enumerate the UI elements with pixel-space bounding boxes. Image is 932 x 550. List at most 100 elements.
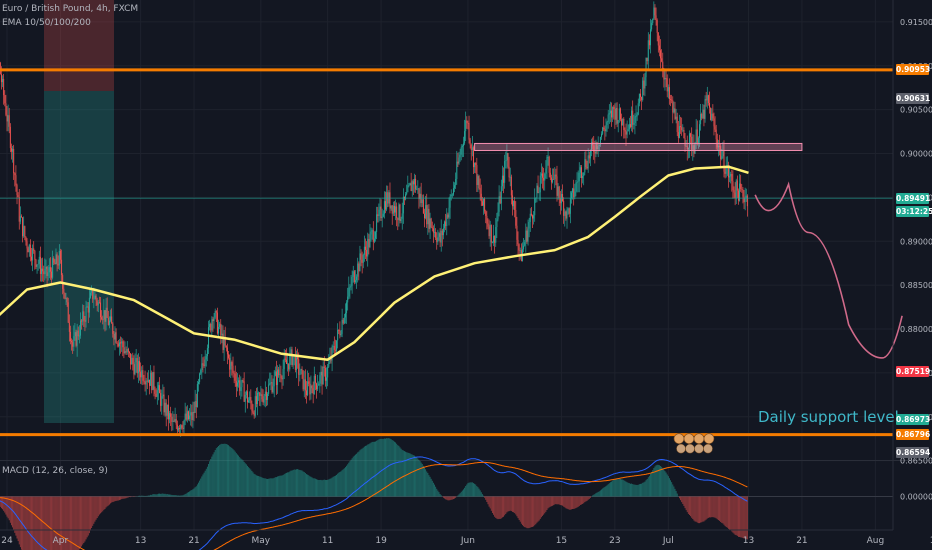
event-badge xyxy=(683,433,695,444)
candle xyxy=(474,162,476,174)
candle xyxy=(578,162,580,193)
candle xyxy=(702,103,704,119)
candle xyxy=(210,322,212,333)
candle xyxy=(223,330,225,361)
candle xyxy=(9,123,11,153)
candle xyxy=(149,379,151,395)
candle xyxy=(395,199,397,221)
candle xyxy=(48,258,50,279)
event-badges[interactable] xyxy=(673,433,715,454)
candle xyxy=(528,217,530,238)
candle xyxy=(211,316,213,338)
candle xyxy=(313,366,315,395)
candle xyxy=(678,114,680,139)
candle xyxy=(737,188,739,205)
macd-legend[interactable]: MACD (12, 26, close, 9) xyxy=(2,466,108,476)
candle xyxy=(51,267,53,284)
candle xyxy=(515,201,517,229)
candle xyxy=(209,319,211,331)
candle xyxy=(470,143,472,161)
candle xyxy=(67,297,69,324)
candle xyxy=(554,167,556,188)
candle xyxy=(370,227,372,242)
projection-path-drawing[interactable] xyxy=(754,181,903,359)
candles xyxy=(0,1,748,437)
candle xyxy=(243,372,245,403)
candle xyxy=(232,356,234,378)
candle xyxy=(479,178,481,201)
candle xyxy=(66,296,68,307)
candle xyxy=(360,249,362,267)
candle xyxy=(196,381,198,408)
candle xyxy=(510,174,512,205)
resistance-zone-rectangle[interactable] xyxy=(474,142,803,151)
candle xyxy=(359,245,361,272)
candle xyxy=(177,426,179,433)
candle xyxy=(5,94,7,117)
candle xyxy=(691,127,693,157)
candle xyxy=(579,164,581,178)
candle xyxy=(174,407,176,423)
candle xyxy=(477,174,479,192)
price-tick-label: 0.88000 xyxy=(900,325,932,334)
support-annotation[interactable]: Daily support level xyxy=(758,407,899,426)
candle xyxy=(413,173,415,193)
candle xyxy=(28,243,30,257)
candle xyxy=(572,187,574,200)
candle xyxy=(309,377,311,401)
candle xyxy=(744,187,746,211)
price-tag: 0.87519 xyxy=(896,365,931,377)
candle xyxy=(357,257,359,283)
candle xyxy=(275,360,277,395)
candle xyxy=(55,248,57,265)
candle xyxy=(619,107,621,122)
candle xyxy=(205,353,207,367)
candle xyxy=(339,321,341,339)
candle xyxy=(47,264,49,281)
price-tag: 0.90953 xyxy=(896,64,931,76)
candle xyxy=(491,241,493,244)
candle xyxy=(562,184,564,202)
candle xyxy=(219,321,221,330)
candle xyxy=(17,192,19,198)
candle xyxy=(599,136,601,147)
candle xyxy=(715,124,717,150)
candle xyxy=(36,264,38,274)
candle xyxy=(430,217,432,229)
candle xyxy=(300,368,302,375)
candle xyxy=(489,220,491,247)
candle xyxy=(495,217,497,247)
candle xyxy=(212,316,214,332)
candle xyxy=(520,243,522,262)
candle xyxy=(87,302,89,324)
candle xyxy=(336,340,338,353)
candle xyxy=(668,78,670,105)
symbol-title[interactable]: Euro / British Pound, 4h, FXCM xyxy=(2,4,139,14)
candle xyxy=(255,387,257,408)
event-badge xyxy=(694,443,704,454)
candle xyxy=(45,259,47,279)
candle xyxy=(200,368,202,375)
candle xyxy=(175,413,177,429)
candle xyxy=(361,251,363,274)
candle xyxy=(612,106,614,123)
candle xyxy=(574,183,576,200)
ema-legend[interactable]: EMA 10/50/100/200 xyxy=(2,18,91,28)
price-tag: 0.89491 xyxy=(896,192,931,204)
candle xyxy=(96,297,98,312)
candle xyxy=(380,199,382,221)
candle xyxy=(575,179,577,197)
candle xyxy=(157,381,159,401)
candle xyxy=(634,113,636,135)
price-tick-label: 0.88500 xyxy=(900,281,932,290)
candle xyxy=(743,190,745,209)
candle xyxy=(730,171,732,184)
candle xyxy=(59,248,61,264)
candle xyxy=(514,196,516,218)
candle xyxy=(536,183,538,203)
candle xyxy=(268,378,270,396)
candle xyxy=(676,112,678,137)
time-axis[interactable]: 24Apr1321May1119Jun1523Jul1321Aug1017 xyxy=(1,536,932,546)
candle xyxy=(102,315,104,325)
